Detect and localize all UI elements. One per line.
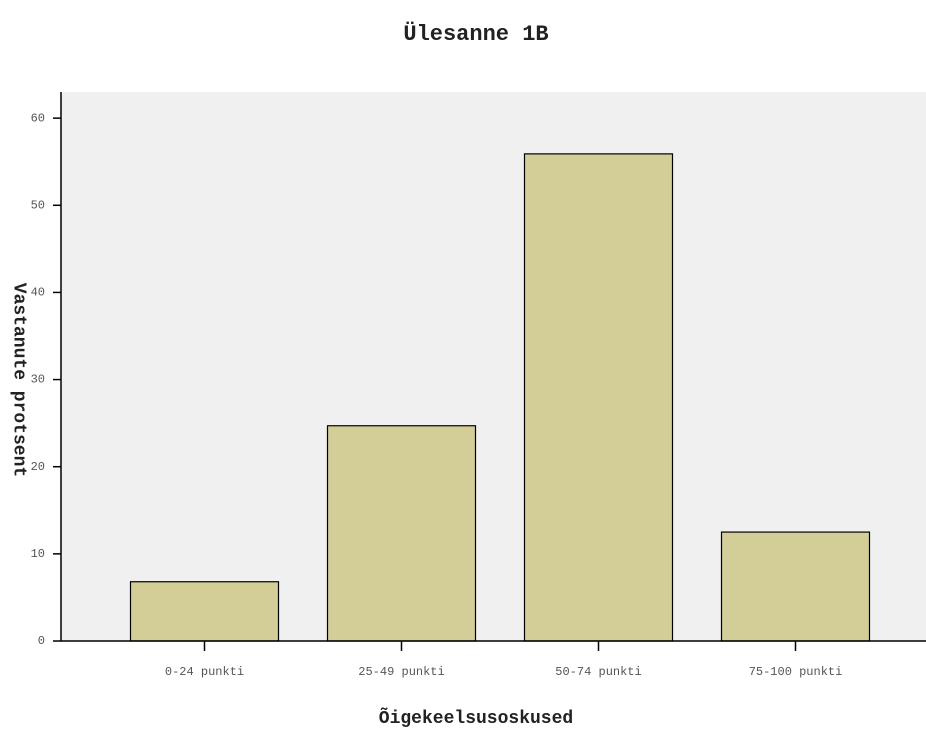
y-tick-label: 40: [31, 286, 45, 300]
y-tick-label: 0: [38, 634, 45, 648]
bar: [326, 425, 477, 642]
bar: [129, 581, 280, 642]
marks: [129, 153, 871, 642]
x-tick-label: 0-24 punkti: [165, 665, 244, 679]
y-tick-label: 20: [31, 460, 45, 474]
x-tick-label: 25-49 punkti: [358, 665, 444, 679]
bar: [523, 153, 674, 642]
x-axis-title: Õigekeelsusoskused: [379, 707, 573, 729]
x-tick-label: 50-74 punkti: [555, 665, 641, 679]
y-tick-label: 30: [31, 373, 45, 387]
y-tick-label: 10: [31, 547, 45, 561]
chart-title: Ülesanne 1B: [403, 21, 548, 47]
x-tick-label: 75-100 punkti: [749, 665, 843, 679]
y-tick-label: 50: [31, 198, 45, 212]
y-axis-title: Vastanute protsent: [8, 283, 28, 477]
y-tick-label: 60: [31, 111, 45, 125]
bar: [720, 531, 871, 642]
